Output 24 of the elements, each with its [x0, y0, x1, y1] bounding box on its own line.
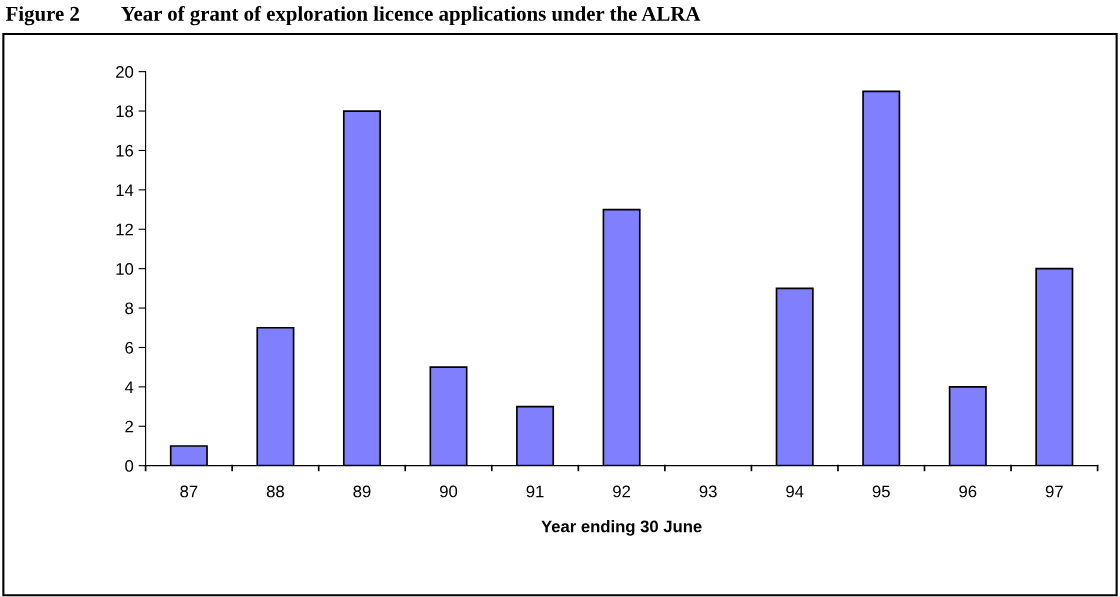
y-tick-label: 18	[116, 105, 134, 118]
x-tick-label: 96	[959, 485, 977, 498]
x-tick-label: 97	[1045, 485, 1063, 498]
x-tick-label: 93	[699, 485, 717, 498]
y-tick-label: 14	[116, 184, 134, 196]
y-tick-label: 16	[116, 144, 134, 157]
y-tick-label: 2	[125, 420, 133, 433]
y-tick-label: 20	[116, 66, 134, 78]
x-tick-label: 95	[872, 485, 890, 498]
x-tick-label: 87	[180, 485, 198, 498]
x-tick-label: 92	[613, 485, 631, 498]
chart-title: Figure 2 Year of grant of exploration licence applications under the ALRA	[5, 5, 701, 26]
x-tick-label: 91	[526, 485, 544, 498]
x-axis-title: Year ending 30 June	[541, 520, 702, 536]
x-tick-label: 90	[440, 485, 458, 498]
y-tick-label: 12	[116, 223, 133, 236]
y-tick-label: 0	[125, 460, 134, 472]
y-tick-label: 6	[125, 341, 134, 354]
x-tick-label: 94	[786, 485, 804, 498]
y-tick-label: 8	[125, 302, 134, 315]
x-tick-label: 88	[266, 485, 284, 498]
y-tick-label: 10	[116, 263, 134, 275]
x-tick-label: 89	[353, 485, 371, 498]
y-tick-label: 4	[124, 381, 134, 393]
